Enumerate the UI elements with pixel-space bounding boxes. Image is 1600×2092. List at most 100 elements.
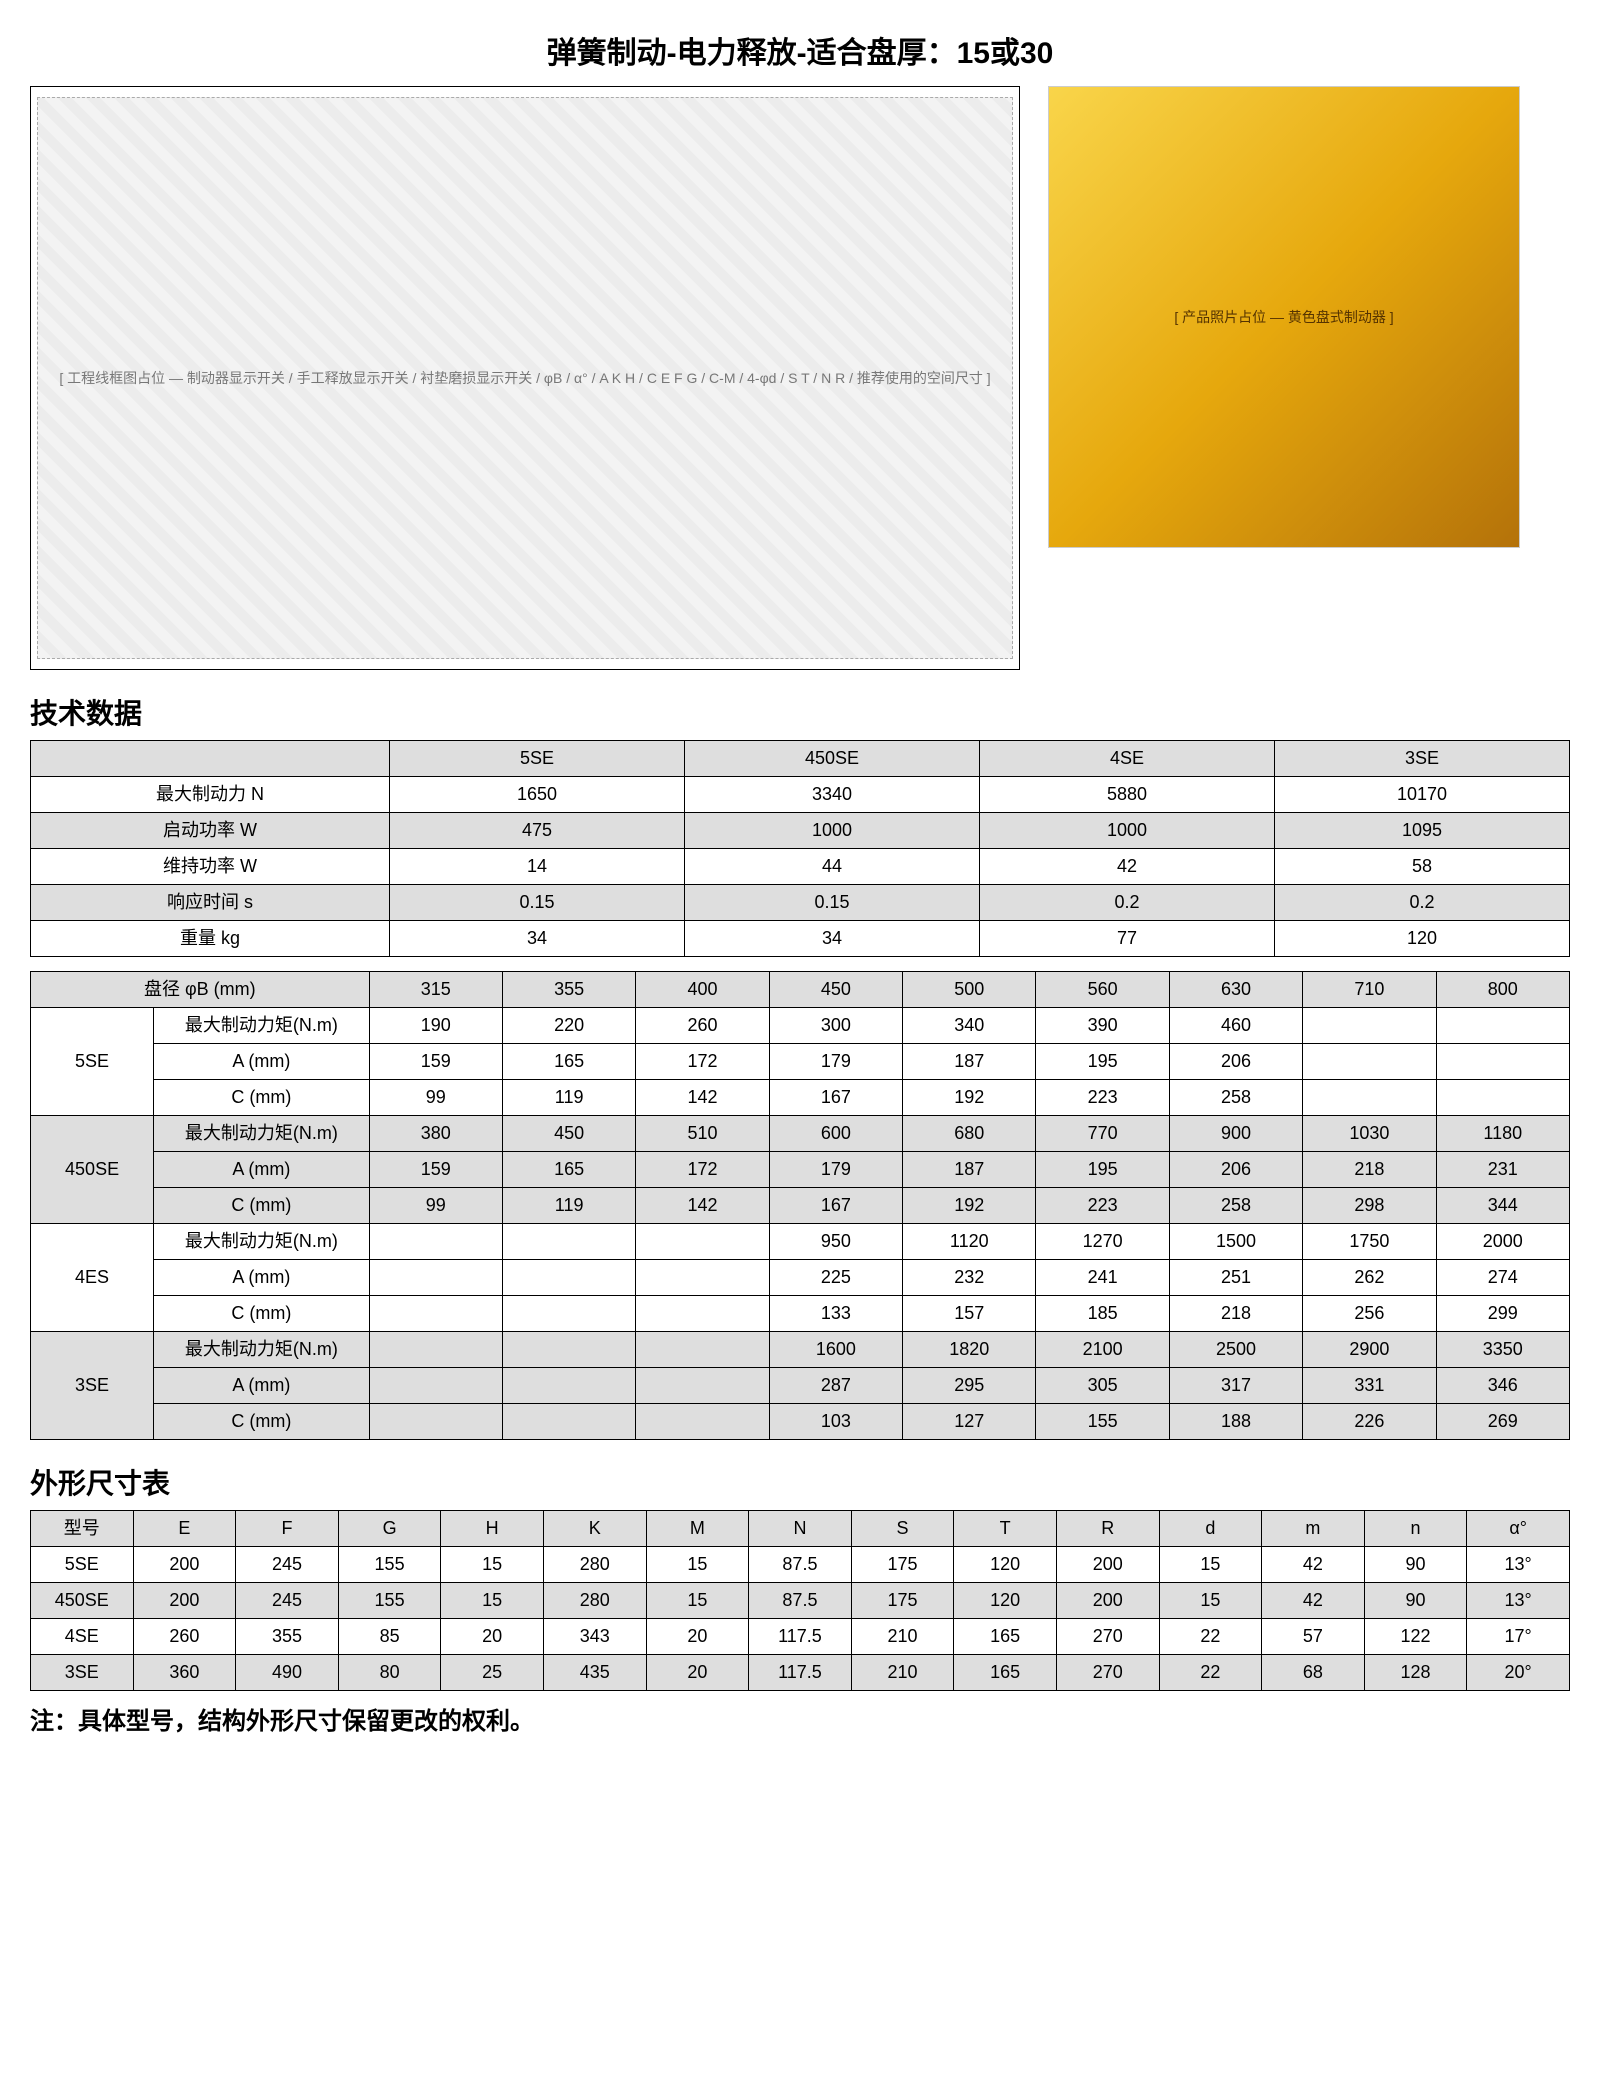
disc-cell: [502, 1368, 635, 1404]
tech-cell: 44: [684, 849, 979, 885]
disc-cell: 600: [769, 1116, 902, 1152]
disc-cell: [1436, 1008, 1569, 1044]
dims-cell: 280: [543, 1583, 646, 1619]
disc-cell: 1600: [769, 1332, 902, 1368]
disc-cell: 251: [1169, 1260, 1302, 1296]
tech-cell: 1650: [389, 777, 684, 813]
disc-model: 5SE: [31, 1008, 154, 1116]
disc-cell: 460: [1169, 1008, 1302, 1044]
dims-col-header: M: [646, 1511, 749, 1547]
dims-cell: 15: [1159, 1547, 1262, 1583]
disc-cell: 206: [1169, 1044, 1302, 1080]
disc-cell: [1303, 1008, 1436, 1044]
disc-cell: 1120: [903, 1224, 1036, 1260]
disc-cell: 295: [903, 1368, 1036, 1404]
dims-cell: 80: [338, 1655, 441, 1691]
dims-cell: 15: [441, 1583, 544, 1619]
dims-col-header: G: [338, 1511, 441, 1547]
disc-cell: [502, 1404, 635, 1440]
tech-cell: 0.2: [979, 885, 1274, 921]
disc-data-table: 盘径 φB (mm)3153554004505005606307108005SE…: [30, 971, 1570, 1440]
disc-param-label: C (mm): [154, 1080, 369, 1116]
dims-cell: 343: [543, 1619, 646, 1655]
disc-cell: 119: [502, 1080, 635, 1116]
dims-col-header: H: [441, 1511, 544, 1547]
dims-cell: 22: [1159, 1655, 1262, 1691]
dims-cell: 85: [338, 1619, 441, 1655]
tech-cell: 120: [1274, 921, 1569, 957]
disc-model: 3SE: [31, 1332, 154, 1440]
tech-row-label: 最大制动力 N: [31, 777, 390, 813]
dims-cell: 15: [646, 1583, 749, 1619]
disc-cell: 344: [1436, 1188, 1569, 1224]
disc-cell: 226: [1303, 1404, 1436, 1440]
disc-cell: 232: [903, 1260, 1036, 1296]
disc-cell: 167: [769, 1080, 902, 1116]
disc-param-label: C (mm): [154, 1404, 369, 1440]
disc-param-label: A (mm): [154, 1260, 369, 1296]
disc-cell: 510: [636, 1116, 769, 1152]
dims-cell: 17°: [1467, 1619, 1570, 1655]
tech-cell: 42: [979, 849, 1274, 885]
dims-col-header: T: [954, 1511, 1057, 1547]
dims-cell: 435: [543, 1655, 646, 1691]
dims-cell: 90: [1364, 1547, 1467, 1583]
tech-col-header: 450SE: [684, 741, 979, 777]
disc-param-label: A (mm): [154, 1152, 369, 1188]
tech-col-header: 4SE: [979, 741, 1274, 777]
disc-cell: 2900: [1303, 1332, 1436, 1368]
disc-model: 4ES: [31, 1224, 154, 1332]
dims-cell: 120: [954, 1547, 1057, 1583]
tech-data-table: 5SE450SE4SE3SE最大制动力 N16503340588010170启动…: [30, 740, 1570, 957]
disc-cell: 298: [1303, 1188, 1436, 1224]
dims-cell: 155: [338, 1547, 441, 1583]
disc-cell: [1303, 1044, 1436, 1080]
disc-dia-header: 315: [369, 972, 502, 1008]
dims-col-header: α°: [1467, 1511, 1570, 1547]
dims-cell: 20: [646, 1619, 749, 1655]
dims-cell: 42: [1262, 1547, 1365, 1583]
dims-cell: 200: [1056, 1583, 1159, 1619]
disc-cell: 900: [1169, 1116, 1302, 1152]
dims-cell: 25: [441, 1655, 544, 1691]
dims-cell: 13°: [1467, 1583, 1570, 1619]
disc-cell: 167: [769, 1188, 902, 1224]
disc-cell: 99: [369, 1188, 502, 1224]
disc-cell: 220: [502, 1008, 635, 1044]
tech-cell: 34: [684, 921, 979, 957]
disc-cell: 258: [1169, 1188, 1302, 1224]
tech-cell: 77: [979, 921, 1274, 957]
dims-cell: 270: [1056, 1619, 1159, 1655]
disc-cell: [636, 1404, 769, 1440]
tech-cell: 10170: [1274, 777, 1569, 813]
dims-col-header: n: [1364, 1511, 1467, 1547]
disc-cell: 390: [1036, 1008, 1169, 1044]
dims-cell: 15: [1159, 1583, 1262, 1619]
disc-cell: 103: [769, 1404, 902, 1440]
disc-cell: [502, 1296, 635, 1332]
dims-cell: 200: [133, 1547, 236, 1583]
disc-cell: 218: [1303, 1152, 1436, 1188]
disc-cell: 157: [903, 1296, 1036, 1332]
dims-model: 450SE: [31, 1583, 134, 1619]
disc-model: 450SE: [31, 1116, 154, 1224]
disc-cell: 680: [903, 1116, 1036, 1152]
disc-cell: 218: [1169, 1296, 1302, 1332]
disc-cell: [636, 1224, 769, 1260]
disc-dia-header: 560: [1036, 972, 1169, 1008]
disc-cell: 2500: [1169, 1332, 1302, 1368]
disc-cell: 195: [1036, 1044, 1169, 1080]
dims-cell: 120: [954, 1583, 1057, 1619]
tech-cell: 58: [1274, 849, 1569, 885]
page-title: 弹簧制动-电力释放-适合盘厚：15或30: [30, 28, 1570, 72]
tech-cell: 5880: [979, 777, 1274, 813]
dims-col-header: d: [1159, 1511, 1262, 1547]
dims-table: 型号EFGHKMNSTRdmnα°5SE200245155152801587.5…: [30, 1510, 1570, 1691]
disc-cell: 223: [1036, 1188, 1169, 1224]
disc-cell: 192: [903, 1188, 1036, 1224]
dims-cell: 42: [1262, 1583, 1365, 1619]
dims-cell: 260: [133, 1619, 236, 1655]
dims-model: 5SE: [31, 1547, 134, 1583]
disc-cell: 317: [1169, 1368, 1302, 1404]
disc-cell: 127: [903, 1404, 1036, 1440]
